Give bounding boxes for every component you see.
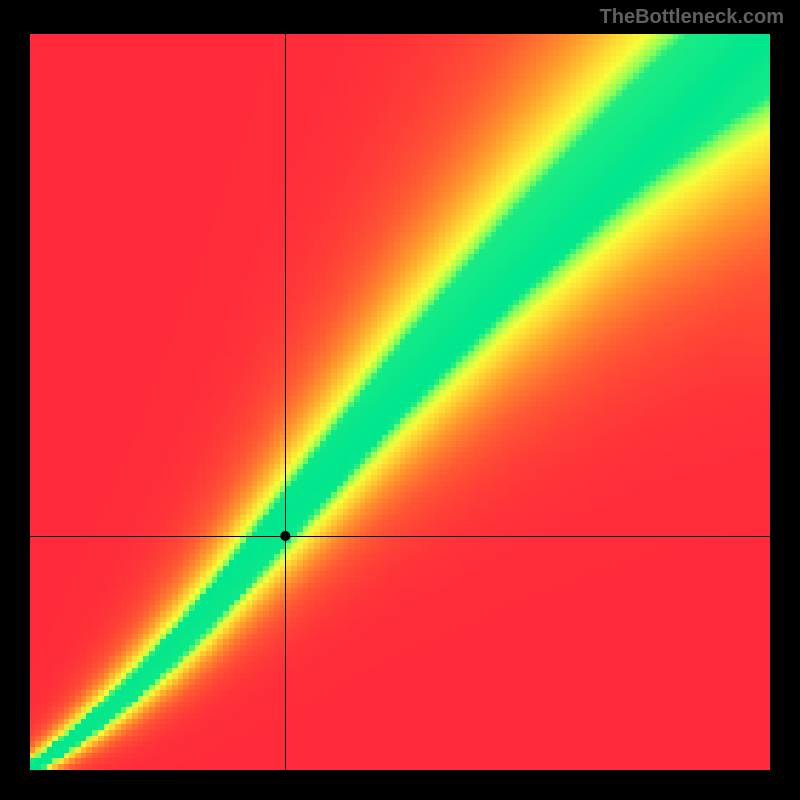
attribution-text: TheBottleneck.com	[600, 6, 784, 29]
heatmap-plot	[30, 34, 770, 770]
heatmap-canvas	[30, 34, 770, 770]
chart-page: { "attribution": { "text": "TheBottlenec…	[0, 0, 800, 800]
